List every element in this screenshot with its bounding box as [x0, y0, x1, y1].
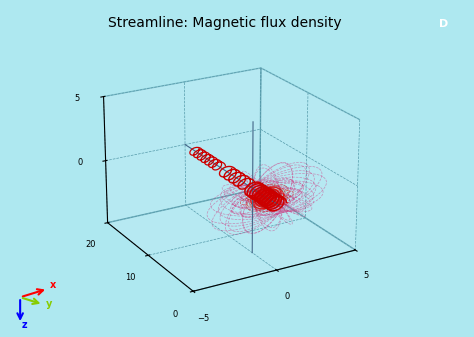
Text: y: y [46, 299, 52, 309]
Text: z: z [22, 319, 27, 330]
Text: x: x [50, 279, 56, 289]
Title: Streamline: Magnetic flux density: Streamline: Magnetic flux density [109, 16, 342, 30]
Text: D: D [438, 19, 448, 29]
